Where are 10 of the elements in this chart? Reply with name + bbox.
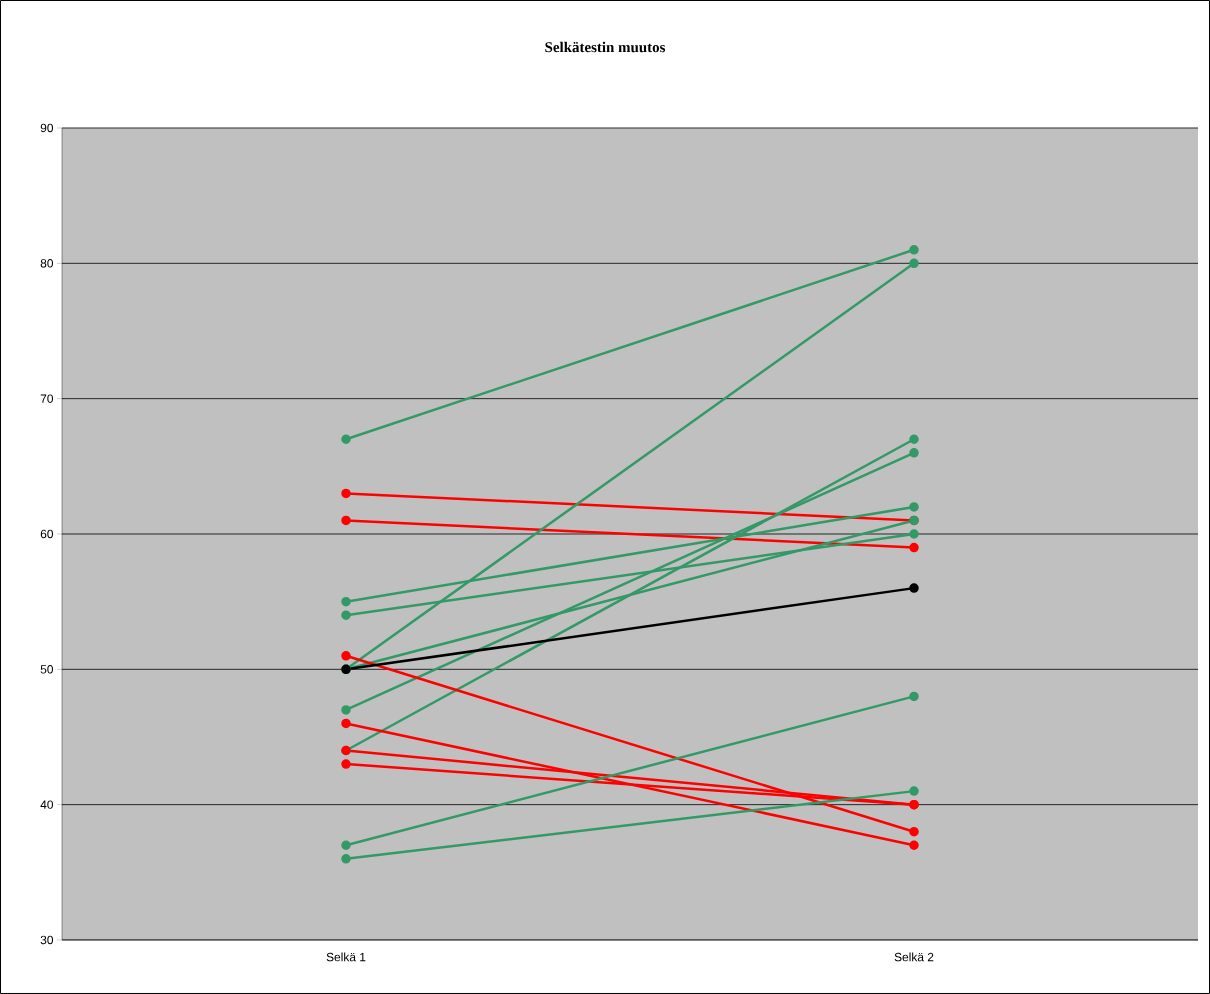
y-tick-label: 60: [40, 529, 54, 539]
chart-title: Selkätestin muutos: [545, 41, 666, 53]
y-tick-label: 40: [40, 800, 54, 809]
y-tick-label: 70: [40, 394, 54, 403]
x-tick-label: Selkä 2: [894, 952, 934, 962]
y-tick-label: 50: [40, 665, 54, 674]
y-tick-label: 90: [40, 123, 54, 133]
y-tick-label: 80: [40, 259, 54, 268]
y-tick-label: 30: [40, 935, 54, 945]
x-tick-label: Selkä 1: [326, 952, 366, 962]
